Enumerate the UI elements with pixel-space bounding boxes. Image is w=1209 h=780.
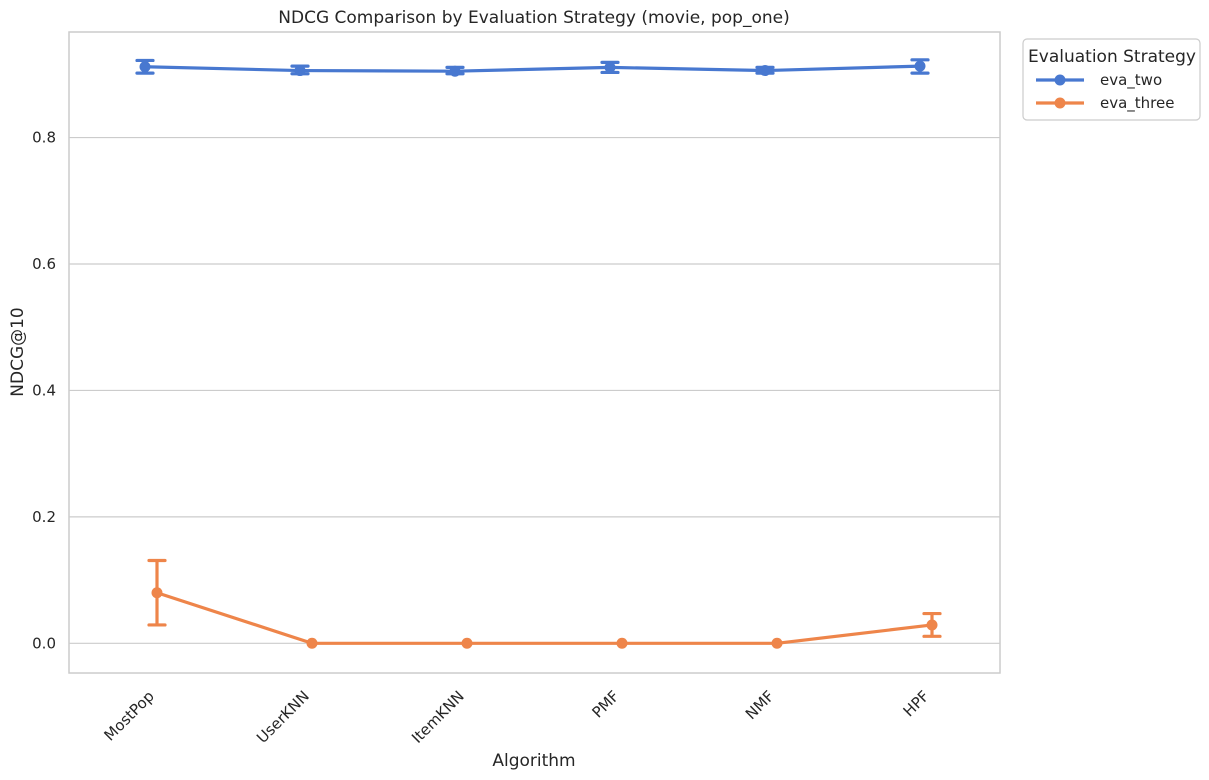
- point-eva-two-nmf: [759, 65, 771, 77]
- y-tick-label-0: 0.0: [32, 634, 56, 652]
- point-eva-three-pmf: [616, 637, 628, 649]
- y-tick-label-1: 0.2: [32, 508, 56, 526]
- point-eva-three-itemknn: [461, 637, 473, 649]
- legend-swatch-marker: [1054, 97, 1066, 109]
- legend-title: Evaluation Strategy: [1028, 47, 1196, 67]
- legend: Evaluation Strategy eva_two eva_three: [1022, 38, 1201, 121]
- point-eva-two-mostpop: [139, 61, 151, 73]
- line-eva-two: [143, 64, 922, 73]
- x-tick-label-pmf: PMF: [588, 687, 622, 721]
- plot-frame: [68, 31, 1001, 674]
- series-eva-two: [135, 58, 930, 77]
- point-eva-two-userknn: [294, 65, 306, 77]
- point-eva-two-itemknn: [449, 65, 461, 77]
- y-tick-label-2: 0.4: [32, 381, 56, 399]
- tick-layer: 0.0 0.2 0.4 0.6 0.8 MostPop UserKNN ItemKNN PMF N…: [32, 129, 933, 747]
- line-eva-three: [155, 591, 934, 645]
- point-eva-three-nmf: [771, 637, 783, 649]
- x-axis-label: Algorithm: [492, 751, 575, 771]
- x-tick-label-userknn: UserKNN: [253, 687, 313, 747]
- x-tick-label-hpf: HPF: [900, 687, 933, 720]
- x-tick-label-mostpop: MostPop: [101, 687, 158, 744]
- series-eva-three: [147, 558, 942, 649]
- series-layer: [135, 58, 942, 649]
- legend-label: eva_two: [1100, 71, 1162, 90]
- y-tick-label-4: 0.8: [32, 129, 56, 147]
- point-eva-two-pmf: [604, 61, 616, 73]
- legend-item-eva-three: eva_three: [1036, 94, 1174, 113]
- legend-swatch-marker: [1054, 74, 1066, 86]
- legend-box: [1022, 38, 1201, 121]
- chart-title: NDCG Comparison by Evaluation Strategy (…: [278, 8, 789, 28]
- legend-label: eva_three: [1100, 94, 1174, 113]
- x-tick-label-nmf: NMF: [742, 687, 778, 723]
- point-eva-three-hpf: [926, 619, 938, 631]
- y-tick-label-3: 0.6: [32, 255, 56, 273]
- point-eva-three-userknn: [306, 637, 318, 649]
- x-tick-label-itemknn: ItemKNN: [408, 687, 468, 747]
- legend-items: eva_two eva_three: [1036, 71, 1174, 113]
- grid-layer: [69, 136, 1000, 644]
- point-eva-three-mostpop: [151, 587, 163, 599]
- point-eva-two-hpf: [914, 60, 926, 72]
- legend-item-eva-two: eva_two: [1036, 71, 1162, 90]
- y-axis-label: NDCG@10: [8, 307, 28, 396]
